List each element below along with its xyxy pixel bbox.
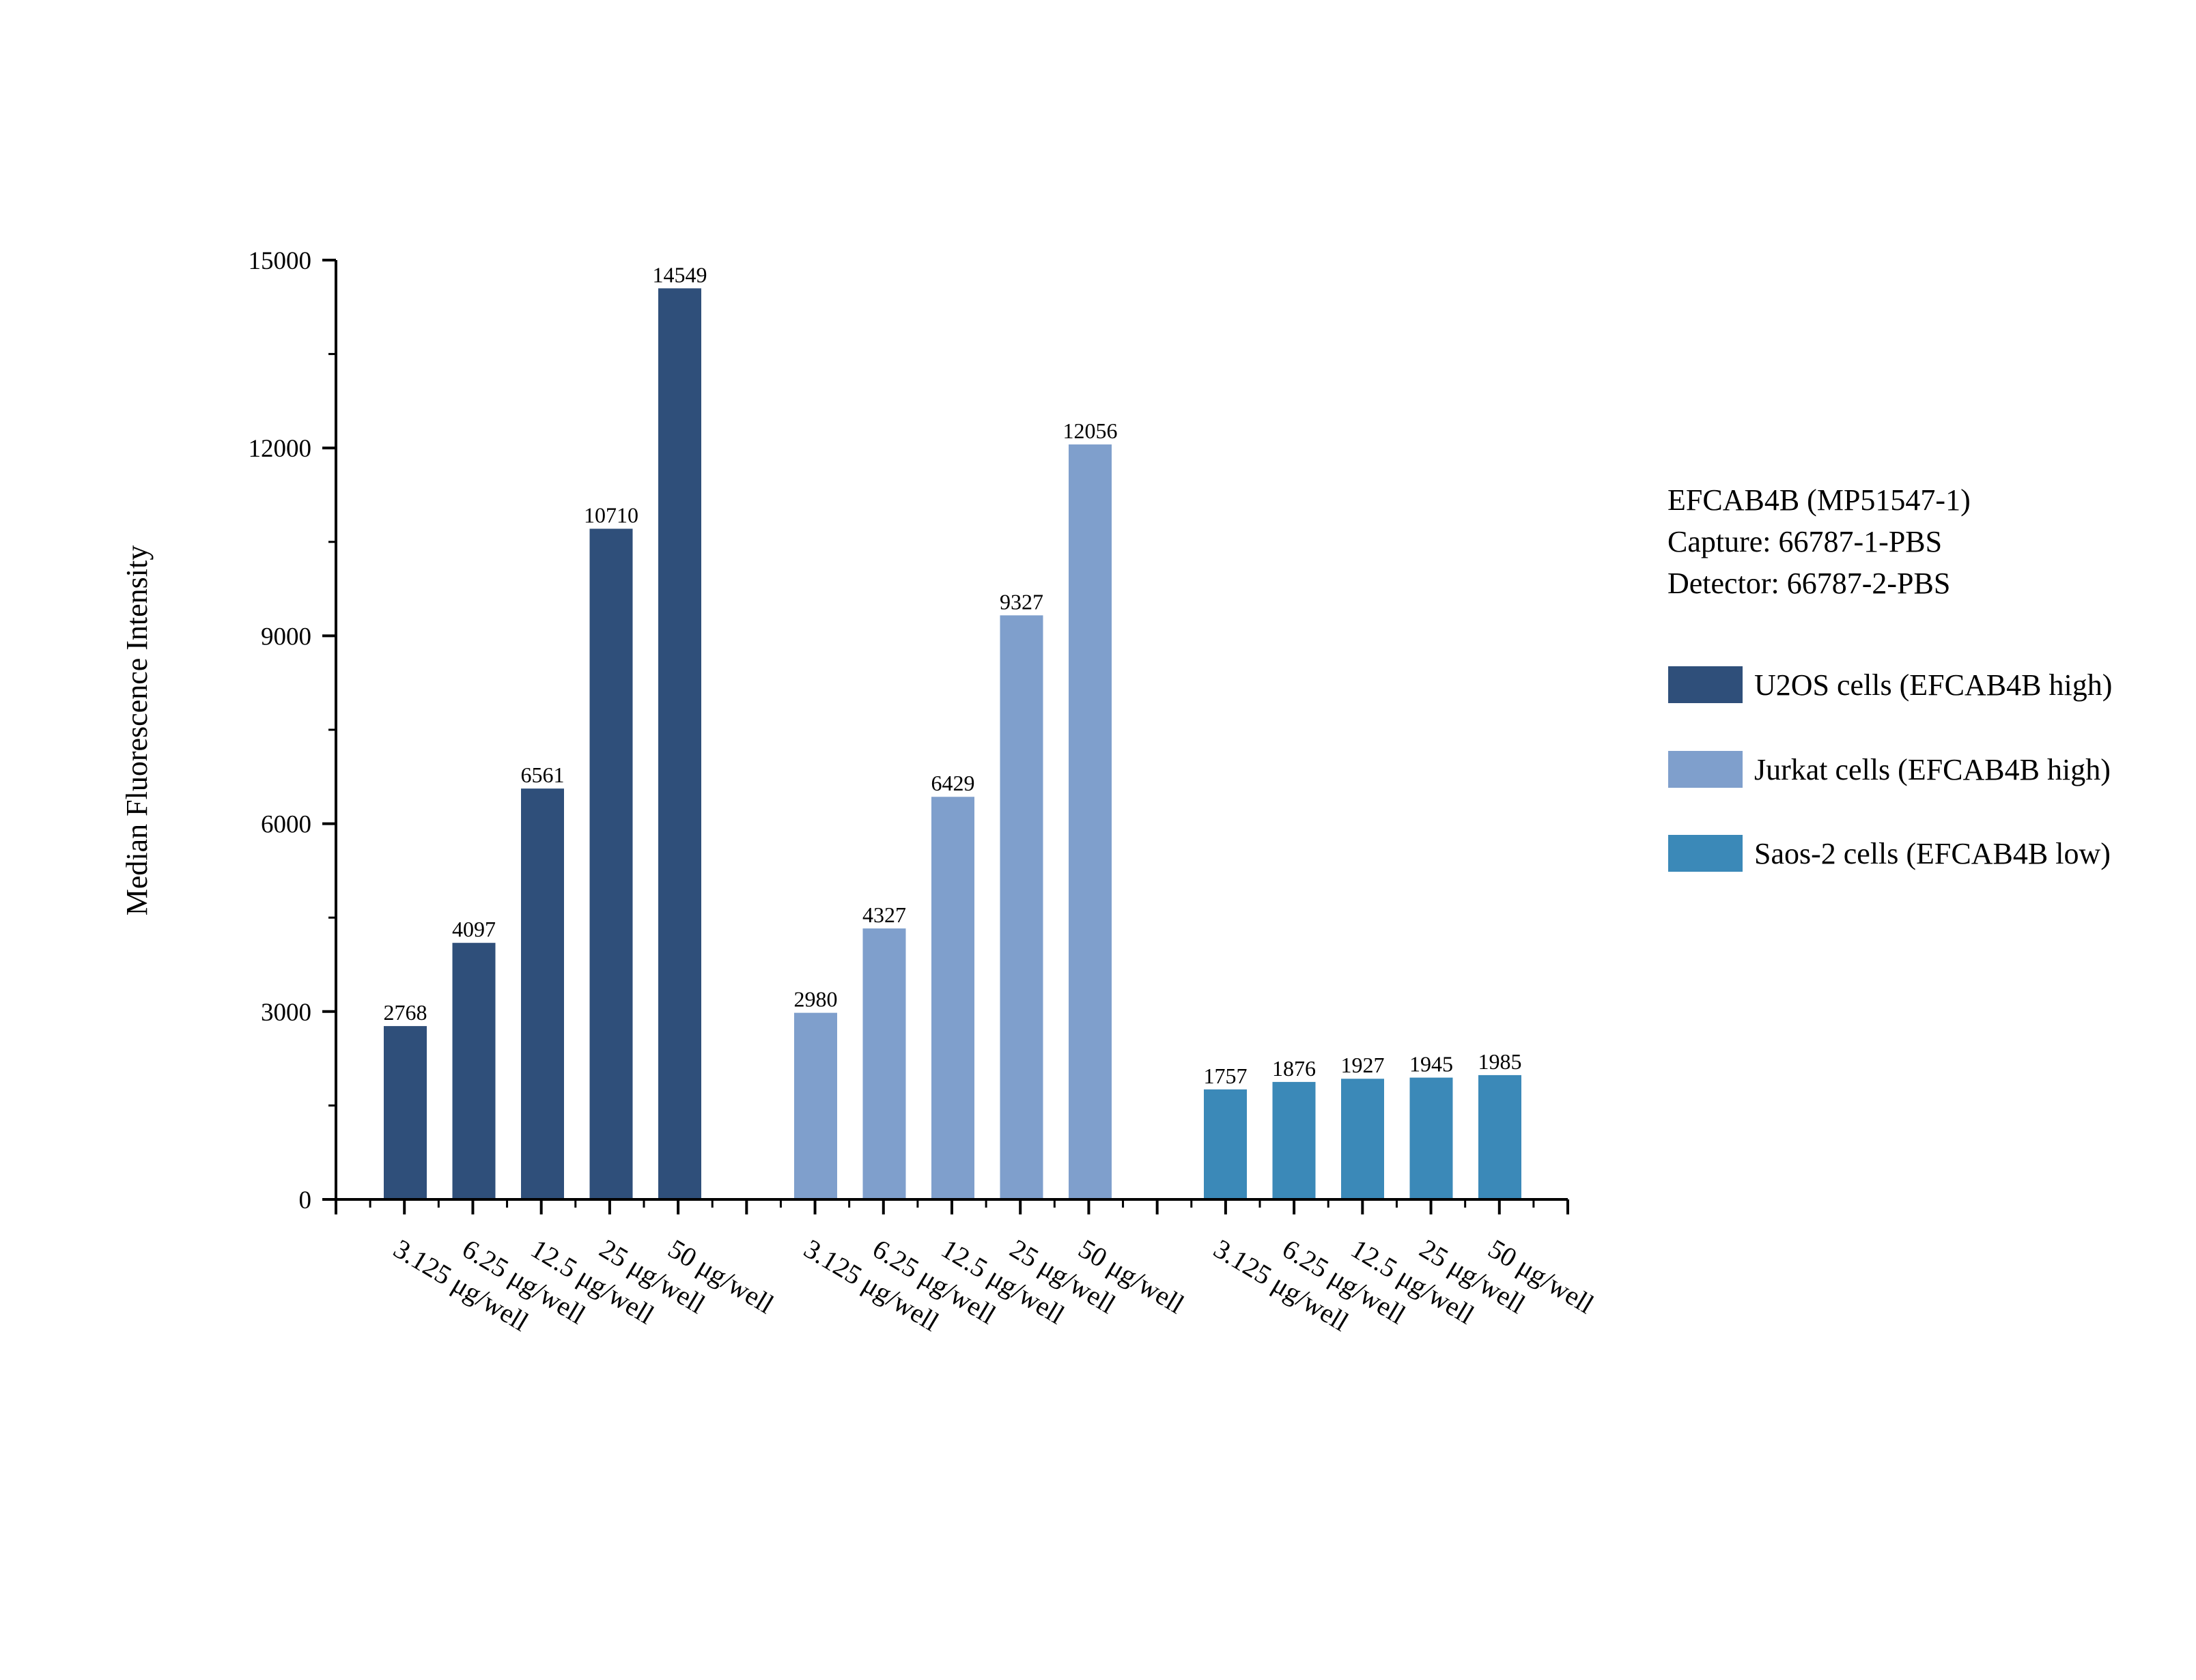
legend-label-1: U2OS cells (EFCAB4B high) <box>1754 668 2112 702</box>
data-labels-layer: 2768 4097 6561 10710 14549 2980 4327 6429 9327 12… <box>384 262 1522 1087</box>
data-label: 12056 <box>1063 418 1118 443</box>
bars-layer <box>384 288 1521 1200</box>
legend: U2OS cells (EFCAB4B high) Jurkat cells (E… <box>1668 666 2112 872</box>
legend-swatch-3 <box>1668 835 1743 872</box>
bar-1-1 <box>384 1026 427 1199</box>
data-label: 1985 <box>1478 1049 1522 1074</box>
data-label: 2980 <box>794 987 838 1012</box>
bar-3-2 <box>1272 1081 1316 1199</box>
legend-label-3: Saos-2 cells (EFCAB4B low) <box>1754 837 2111 870</box>
bar-2-1 <box>794 1012 837 1199</box>
chart-annotation: EFCAB4B (MP51547-1) Capture: 66787-1-PBS… <box>1667 483 1971 600</box>
y-tick-label: 9000 <box>261 623 311 651</box>
legend-label-2: Jurkat cells (EFCAB4B high) <box>1754 753 2111 786</box>
data-label: 10710 <box>584 503 638 528</box>
bar-2-5 <box>1069 444 1112 1199</box>
y-tick-label: 3000 <box>261 999 311 1027</box>
annotation-line-antibody: EFCAB4B (MP51547-1) <box>1667 483 1971 517</box>
data-label: 1757 <box>1204 1064 1248 1088</box>
data-label: 2768 <box>384 1000 427 1025</box>
bar-1-4 <box>589 528 633 1199</box>
bar-3-5 <box>1478 1074 1521 1199</box>
axes-layer: 0 3000 6000 9000 12000 15000 <box>249 247 1569 1214</box>
data-label: 4097 <box>452 917 496 941</box>
annotation-line-capture: Capture: 66787-1-PBS <box>1667 525 1942 558</box>
bar-1-5 <box>658 288 701 1200</box>
y-tick-label: 12000 <box>249 435 312 463</box>
data-label: 6561 <box>521 763 565 787</box>
y-tick-label: 0 <box>299 1186 312 1214</box>
data-label: 1945 <box>1409 1052 1453 1077</box>
data-label: 1876 <box>1272 1056 1316 1081</box>
y-tick-label: 15000 <box>249 247 312 275</box>
bar-2-2 <box>862 928 906 1199</box>
data-label: 1927 <box>1341 1053 1385 1077</box>
data-label: 4327 <box>862 902 906 927</box>
bar-2-3 <box>931 797 974 1199</box>
data-label: 14549 <box>653 262 707 287</box>
bar-3-4 <box>1409 1077 1453 1199</box>
bar-3-1 <box>1204 1089 1247 1199</box>
bar-2-4 <box>1000 615 1043 1199</box>
y-axis-title: Median Fluorescence Intensity <box>120 545 154 916</box>
data-label: 9327 <box>1000 589 1043 614</box>
bar-1-2 <box>452 943 496 1199</box>
y-tick-label: 6000 <box>261 811 311 839</box>
annotation-line-detector: Detector: 66787-2-PBS <box>1667 567 1950 600</box>
bar-1-3 <box>521 788 564 1199</box>
legend-swatch-1 <box>1668 666 1743 703</box>
bar-3-3 <box>1341 1079 1384 1199</box>
legend-swatch-2 <box>1668 751 1743 788</box>
data-label: 6429 <box>931 771 975 795</box>
